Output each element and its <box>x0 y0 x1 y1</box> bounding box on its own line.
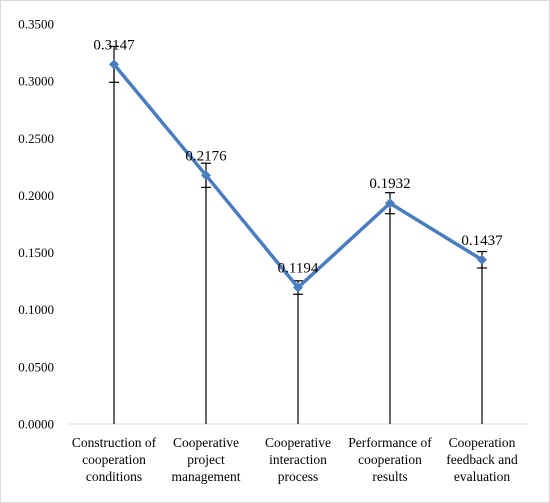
y-tick-label: 0.2000 <box>18 188 54 203</box>
x-category-label: Cooperation feedback and evaluation <box>446 435 518 484</box>
x-category-label: Performance of cooperation results <box>348 435 432 484</box>
x-category-label: Construction of cooperation conditions <box>72 435 157 484</box>
data-label: 0.3147 <box>93 37 135 53</box>
y-tick-label: 0.1000 <box>18 302 54 317</box>
data-label: 0.1437 <box>461 233 503 249</box>
data-point-marker <box>477 254 487 265</box>
data-point-marker <box>293 282 303 293</box>
y-tick-label: 0.1500 <box>18 245 54 260</box>
series-line <box>112 63 483 290</box>
data-point-marker <box>201 170 211 181</box>
y-tick-label: 0.3000 <box>18 74 54 89</box>
x-category-label: Cooperative project management <box>172 435 241 484</box>
y-tick-label: 0.3500 <box>18 17 54 32</box>
data-label: 0.2176 <box>185 148 227 164</box>
y-tick-label: 0.0500 <box>18 359 54 374</box>
data-label: 0.1932 <box>369 176 410 192</box>
x-category-label: Cooperative interaction process <box>265 435 331 484</box>
data-point-marker <box>109 59 119 70</box>
y-tick-label: 0.0000 <box>18 417 54 432</box>
data-label: 0.1194 <box>278 261 319 277</box>
y-tick-label: 0.2500 <box>18 131 54 146</box>
data-point-marker <box>385 198 395 209</box>
